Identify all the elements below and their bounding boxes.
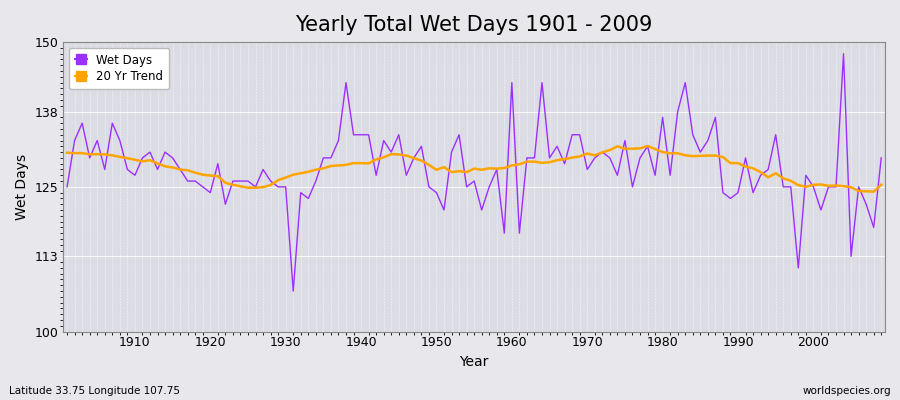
20 Yr Trend: [642, 144, 652, 148]
20 Yr Trend: [288, 172, 299, 177]
Y-axis label: Wet Days: Wet Days: [15, 154, 29, 220]
Wet Days: [288, 289, 299, 294]
Wet Days: [605, 156, 616, 160]
Wet Days: [838, 51, 849, 56]
Wet Days: [507, 80, 517, 85]
20 Yr Trend: [507, 163, 517, 168]
20 Yr Trend: [122, 156, 133, 161]
Legend: Wet Days, 20 Yr Trend: Wet Days, 20 Yr Trend: [69, 48, 169, 89]
20 Yr Trend: [62, 150, 73, 155]
Line: Wet Days: Wet Days: [68, 54, 881, 291]
Wet Days: [62, 184, 73, 189]
Text: Latitude 33.75 Longitude 107.75: Latitude 33.75 Longitude 107.75: [9, 386, 180, 396]
20 Yr Trend: [876, 182, 886, 187]
20 Yr Trend: [499, 166, 509, 170]
Wet Days: [122, 167, 133, 172]
Wet Days: [340, 80, 351, 85]
20 Yr Trend: [868, 189, 879, 194]
Title: Yearly Total Wet Days 1901 - 2009: Yearly Total Wet Days 1901 - 2009: [295, 15, 652, 35]
Wet Days: [876, 156, 886, 160]
20 Yr Trend: [597, 150, 608, 155]
Wet Days: [295, 190, 306, 195]
20 Yr Trend: [333, 163, 344, 168]
Text: worldspecies.org: worldspecies.org: [803, 386, 891, 396]
Line: 20 Yr Trend: 20 Yr Trend: [68, 146, 881, 192]
Wet Days: [514, 231, 525, 236]
X-axis label: Year: Year: [460, 355, 489, 369]
